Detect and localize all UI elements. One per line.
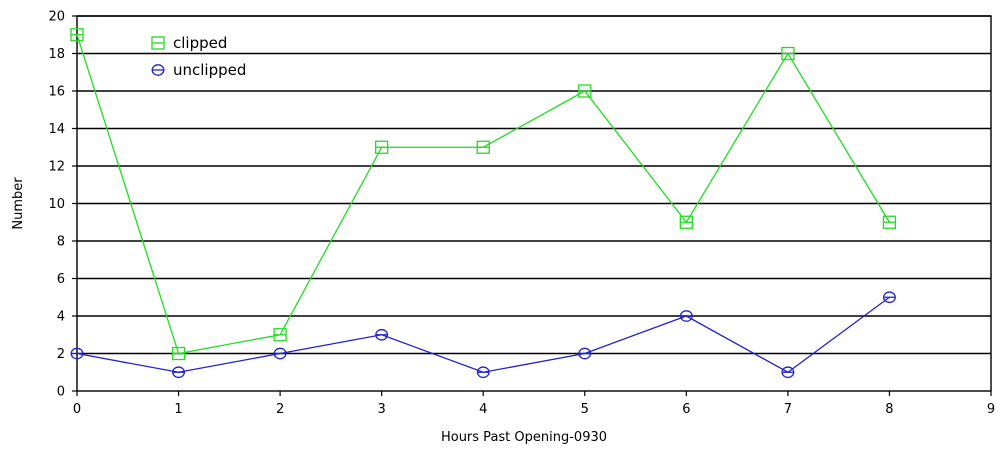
x-tick-label: 4 — [479, 402, 487, 417]
data-point-unclipped — [679, 310, 693, 322]
x-tick-label: 8 — [885, 402, 893, 417]
legend-item-clipped: clipped — [151, 34, 227, 52]
data-point-clipped — [70, 28, 84, 42]
x-tick-label: 5 — [581, 402, 589, 417]
data-point-unclipped — [476, 366, 490, 379]
series-group — [70, 28, 897, 379]
legend-item-unclipped: unclipped — [151, 61, 246, 79]
legend-marker-unclipped — [151, 64, 165, 76]
data-point-unclipped — [882, 291, 896, 304]
y-tick-label: 8 — [57, 235, 65, 250]
y-tick-label: 6 — [57, 272, 65, 287]
x-tick-label: 3 — [378, 402, 386, 417]
y-tick-label: 14 — [48, 122, 65, 137]
data-point-clipped — [375, 140, 389, 154]
x-tick-label: 6 — [682, 402, 690, 417]
y-tick-label: 18 — [48, 47, 65, 62]
series-line-unclipped — [76, 296, 890, 374]
y-tick-label: 12 — [48, 160, 65, 175]
x-tick-label: 0 — [73, 402, 81, 417]
data-point-clipped — [273, 328, 287, 342]
data-point-unclipped — [172, 366, 186, 379]
data-point-unclipped — [375, 328, 389, 341]
y-tick-label: 4 — [57, 310, 65, 325]
x-tick-label: 2 — [276, 402, 284, 417]
y-axis-title: Number — [11, 177, 26, 230]
y-tick-label: 2 — [57, 347, 65, 362]
data-point-clipped — [781, 46, 795, 61]
data-point-clipped — [578, 84, 592, 98]
data-point-clipped — [171, 346, 186, 361]
y-tick-label: 0 — [57, 385, 65, 400]
x-tick-label: 1 — [174, 402, 182, 417]
legend: clipped unclipped — [151, 34, 246, 79]
x-axis-title: Hours Past Opening-0930 — [441, 430, 607, 445]
data-point-unclipped — [70, 347, 84, 360]
data-point-unclipped — [578, 347, 592, 360]
x-tick-label: 7 — [784, 402, 792, 417]
data-point-clipped — [679, 215, 693, 229]
data-point-unclipped — [781, 366, 795, 379]
data-point-unclipped — [273, 347, 287, 360]
legend-marker-clipped — [151, 36, 165, 50]
data-point-clipped — [882, 215, 897, 229]
legend-label-clipped: clipped — [173, 34, 227, 52]
data-point-clipped — [476, 140, 490, 154]
y-tick-label: 16 — [48, 85, 65, 100]
x-tick-label: 9 — [987, 402, 995, 417]
y-tick-label: 10 — [48, 197, 65, 212]
legend-label-unclipped: unclipped — [173, 61, 246, 79]
series-line-clipped — [76, 34, 891, 355]
y-tick-label: 20 — [48, 10, 65, 25]
